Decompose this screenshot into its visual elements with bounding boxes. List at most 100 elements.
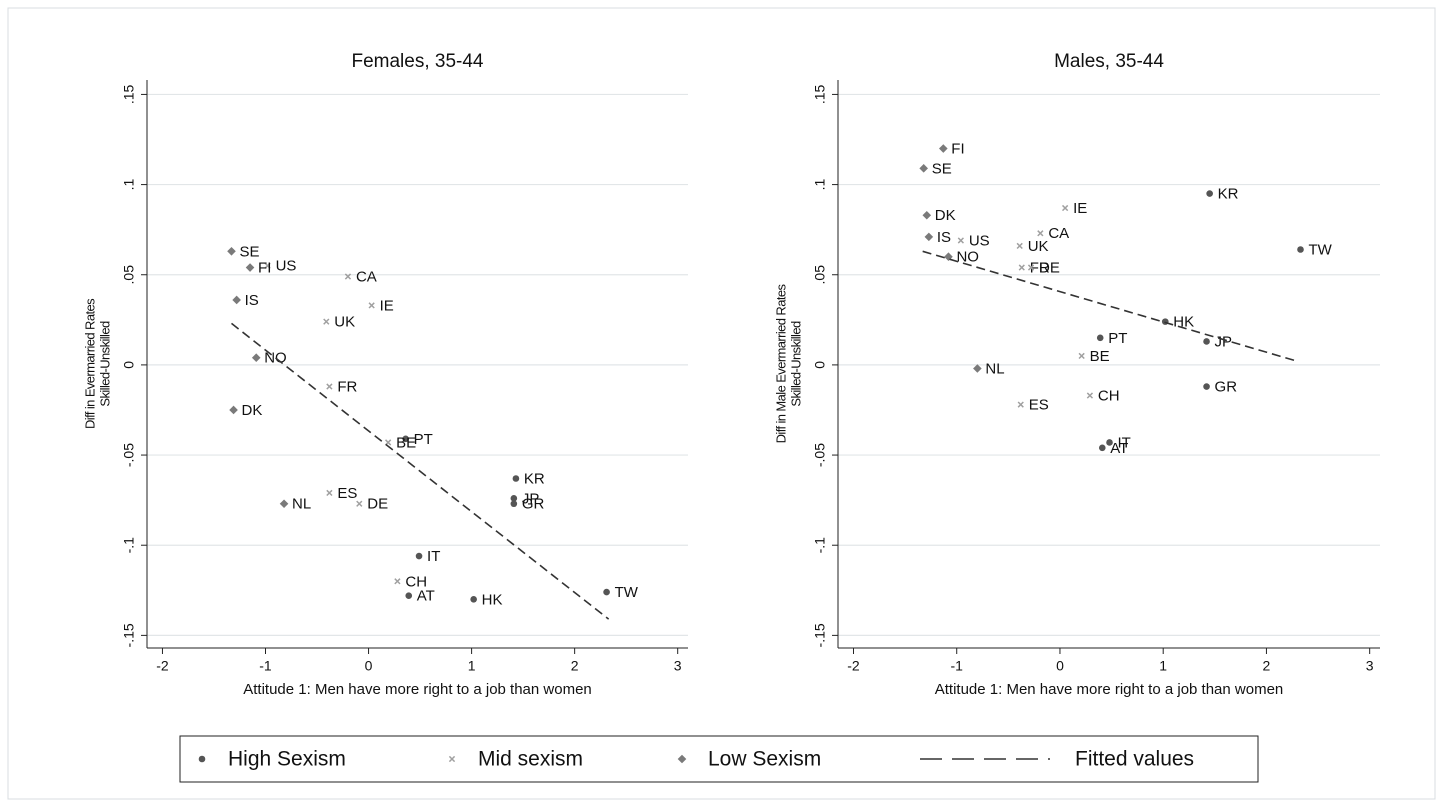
point xyxy=(326,489,333,497)
point-label: JP xyxy=(1215,333,1233,350)
chart-title: Males, 35-44 xyxy=(1054,51,1164,72)
point xyxy=(973,364,982,373)
point xyxy=(957,237,964,244)
y-tick-label: .05 xyxy=(121,265,137,285)
point xyxy=(1106,439,1113,446)
point-label: UK xyxy=(334,314,355,331)
point-label: IT xyxy=(1118,434,1131,451)
y-tick-label: -.15 xyxy=(121,623,137,647)
y-tick-label: 0 xyxy=(121,361,137,369)
point xyxy=(512,475,520,482)
point-label: KR xyxy=(1218,186,1239,203)
point xyxy=(1096,334,1104,342)
point-label: BE xyxy=(1090,348,1110,365)
fitted-line xyxy=(231,322,610,620)
point-label: IE xyxy=(1073,200,1087,217)
point xyxy=(264,262,271,269)
point xyxy=(1027,264,1035,271)
point-label: CH xyxy=(1098,388,1120,405)
y-tick-label: -.05 xyxy=(812,443,828,467)
legend-swatch xyxy=(448,755,456,763)
x-tick-label: 0 xyxy=(365,658,373,674)
point-label: IS xyxy=(245,292,259,309)
point xyxy=(939,144,948,153)
x-axis-label: Attitude 1: Men have more right to a job… xyxy=(243,681,592,698)
x-tick-label: -1 xyxy=(950,658,963,674)
y-tick-label: .15 xyxy=(121,84,137,104)
point-label: FI xyxy=(951,140,964,157)
point xyxy=(368,302,375,309)
x-tick-label: 3 xyxy=(1366,658,1374,674)
point xyxy=(405,592,413,600)
point xyxy=(232,295,241,305)
point-label: ES xyxy=(337,485,357,502)
point xyxy=(394,578,401,585)
point xyxy=(1078,352,1085,360)
point xyxy=(323,318,330,325)
legend-swatch xyxy=(677,754,687,764)
point-label: ES xyxy=(1029,397,1049,414)
point xyxy=(1206,190,1213,197)
point-label: US xyxy=(969,232,990,249)
point xyxy=(510,500,518,508)
legend-box xyxy=(179,735,1259,783)
chart-title: Females, 35-44 xyxy=(351,51,483,72)
point-label: US xyxy=(276,258,297,275)
y-tick-label: -.1 xyxy=(121,537,137,554)
point-label: JP xyxy=(522,490,540,507)
point xyxy=(326,383,333,390)
x-tick-label: -2 xyxy=(156,658,169,674)
point xyxy=(510,495,518,502)
point xyxy=(245,263,255,272)
y-tick-label: .05 xyxy=(812,265,828,285)
point xyxy=(1016,242,1023,250)
y-axis-label: Diff in Evermarried Rates xyxy=(82,298,97,429)
point-label: HK xyxy=(482,591,503,608)
point-label: CA xyxy=(356,269,377,286)
point-label: FR xyxy=(1030,259,1050,276)
point-label: CH xyxy=(405,573,427,590)
point-label: KR xyxy=(524,470,545,487)
legend-label: Low Sexism xyxy=(708,748,821,771)
legend-swatch xyxy=(198,755,206,763)
point xyxy=(1017,401,1024,408)
point-label: NL xyxy=(292,496,311,513)
point xyxy=(402,435,409,443)
point-label: TW xyxy=(615,584,639,601)
plot-area xyxy=(147,80,688,648)
point-label: FR xyxy=(337,379,357,396)
y-tick-label: -.05 xyxy=(121,443,137,467)
fitted-line xyxy=(922,250,1298,363)
y-tick-label: .1 xyxy=(121,179,137,191)
legend-label: Fitted values xyxy=(1075,748,1194,771)
point-label: DE xyxy=(1039,259,1060,276)
point-label: IE xyxy=(380,297,394,314)
point xyxy=(229,405,238,415)
point-label: DE xyxy=(367,496,388,513)
point-label: SE xyxy=(932,160,952,177)
x-tick-label: 2 xyxy=(1263,658,1271,674)
y-tick-label: -.15 xyxy=(812,623,828,647)
point xyxy=(356,500,363,507)
point xyxy=(1297,246,1304,253)
point-label: GR xyxy=(1215,379,1238,396)
point xyxy=(922,210,932,220)
point xyxy=(227,247,236,256)
x-tick-label: 0 xyxy=(1056,658,1064,674)
legend-label: Mid sexism xyxy=(478,748,583,771)
x-tick-label: -2 xyxy=(847,658,860,674)
point xyxy=(1037,230,1044,237)
point-label: DK xyxy=(242,402,263,419)
point xyxy=(1098,444,1106,452)
legend-label: High Sexism xyxy=(228,748,346,771)
point-label: TW xyxy=(1309,241,1333,258)
point xyxy=(1203,383,1210,390)
y-axis-label: Skilled-Unskilled xyxy=(788,321,803,407)
point xyxy=(415,552,423,560)
point-label: IT xyxy=(427,548,440,565)
point-label: DK xyxy=(935,207,956,224)
y-tick-label: -.1 xyxy=(812,537,828,554)
point-label: IS xyxy=(937,229,951,246)
point xyxy=(344,273,352,280)
